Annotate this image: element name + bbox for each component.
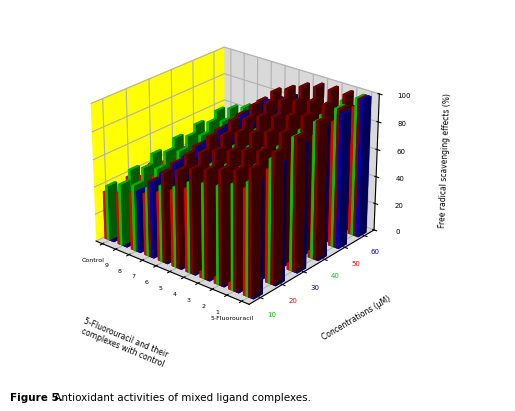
X-axis label: 5-Fluorouracil and their
complexes with control: 5-Fluorouracil and their complexes with … <box>79 317 169 369</box>
Text: Antioxidant activities of mixed ligand complexes.: Antioxidant activities of mixed ligand c… <box>51 393 311 403</box>
Y-axis label: Concentrations (μM): Concentrations (μM) <box>321 294 392 342</box>
Text: Figure 5.: Figure 5. <box>10 393 63 403</box>
